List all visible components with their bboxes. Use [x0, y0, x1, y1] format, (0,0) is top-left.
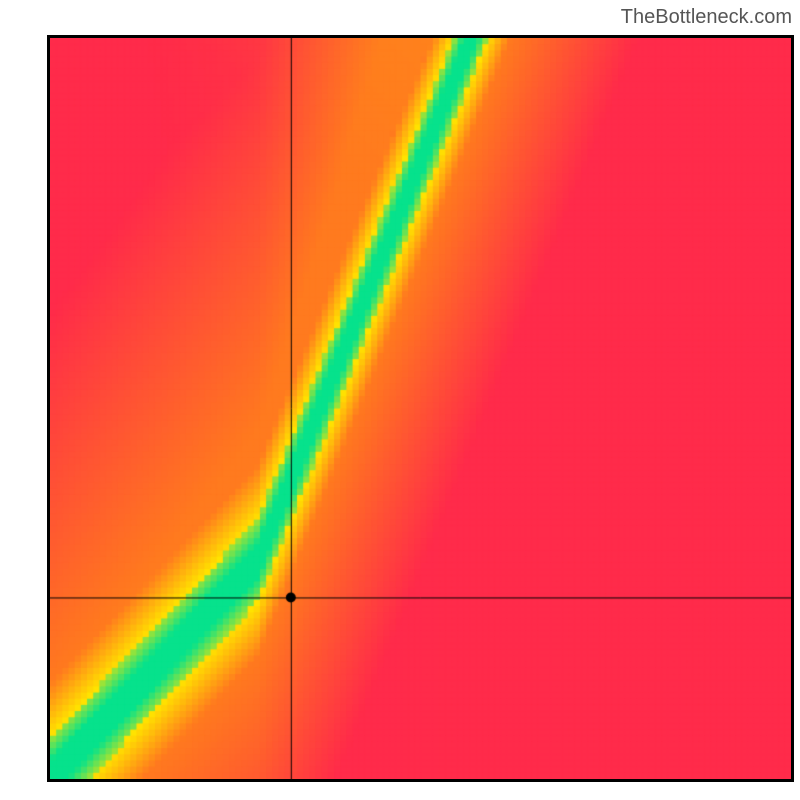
attribution-text: TheBottleneck.com	[621, 6, 792, 29]
chart-container: TheBottleneck.com	[0, 0, 800, 800]
bottleneck-heatmap	[50, 38, 791, 779]
